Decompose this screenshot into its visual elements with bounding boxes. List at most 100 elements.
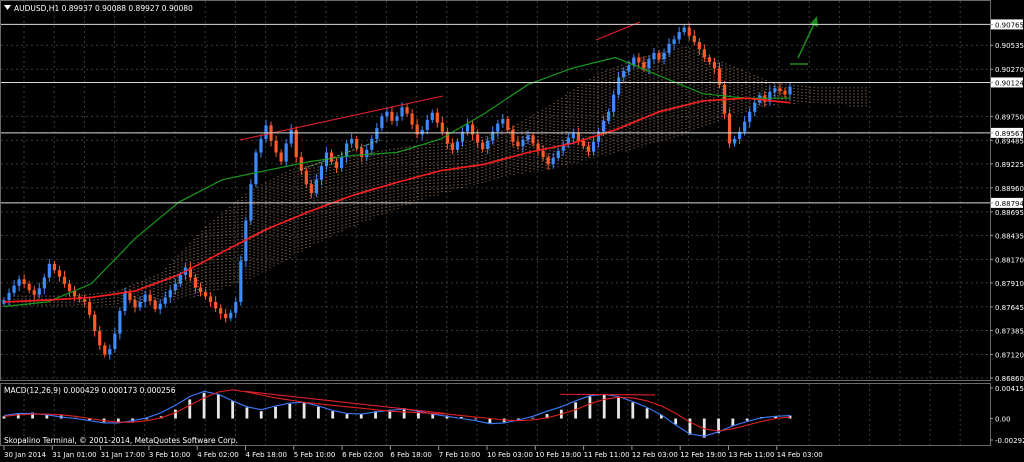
macd-panel-frame: [0, 383, 991, 446]
time-tick-label: 4 Feb 18:00: [246, 451, 287, 459]
candle-body: [98, 330, 102, 346]
time-tick-label: 6 Feb 18:00: [390, 451, 431, 459]
candle-body: [546, 157, 550, 165]
macd-histogram-bar: [174, 409, 177, 419]
candle-body: [309, 184, 313, 194]
candle-body: [128, 292, 132, 301]
candle-body: [506, 119, 510, 130]
candle-body: [481, 142, 485, 149]
candle-body: [17, 279, 21, 286]
candle-body: [496, 123, 500, 132]
candle-body: [788, 86, 792, 95]
candle-body: [289, 129, 293, 144]
macd-histogram-bar: [602, 394, 606, 419]
candle-body: [556, 150, 560, 158]
candle-body: [103, 345, 107, 355]
candle-body: [339, 157, 344, 168]
candle-body: [249, 184, 253, 221]
candle-body: [12, 285, 16, 293]
symbol-dropdown-icon[interactable]: [4, 5, 11, 10]
candle-body: [627, 65, 631, 72]
candle-body: [612, 94, 616, 112]
candle-body: [501, 119, 505, 124]
price-panel-frame: [0, 0, 991, 381]
candle-body: [208, 296, 213, 302]
candle-body: [239, 261, 243, 302]
candle-body: [596, 131, 601, 142]
candle-body: [133, 300, 137, 308]
macd-histogram-bar: [45, 414, 49, 419]
candle-body: [294, 129, 298, 158]
candle-body: [370, 138, 374, 150]
candle-body: [395, 116, 399, 121]
candle-body: [727, 113, 732, 144]
time-tick-label: 3 Feb 10:00: [149, 451, 190, 459]
candle-body: [476, 134, 480, 143]
symbol-info: AUDUSD,H1 0.89937 0.90088 0.89927 0.9008…: [14, 4, 193, 13]
price-tag-bg: [991, 77, 1023, 88]
candle-body: [380, 116, 384, 129]
candle-body: [420, 129, 424, 135]
macd-histogram-bar: [359, 414, 363, 419]
candle-body: [551, 157, 555, 165]
macd-histogram-bar: [474, 418, 477, 420]
macd-histogram-bar: [402, 408, 406, 419]
candle-body: [677, 32, 681, 40]
candle-body: [455, 141, 460, 150]
macd-histogram-bar: [88, 418, 92, 420]
macd-histogram-bar: [245, 407, 249, 419]
candle-body: [601, 120, 606, 132]
price-tick-label: 0.90535: [995, 42, 1024, 50]
candle-body: [168, 290, 172, 298]
price-tick-label: 0.87385: [995, 327, 1024, 335]
candle-body: [581, 140, 586, 147]
macd-label: MACD(12,26,9) 0.000429 0.000173 0.000256: [4, 386, 176, 395]
macd-histogram-bar: [517, 418, 520, 420]
macd-histogram-bar: [345, 414, 349, 419]
time-tick-label: 10 Feb 19:00: [535, 451, 581, 459]
macd-indicator: [2, 389, 792, 438]
horizontal-levels[interactable]: [1, 23, 990, 204]
candle-body: [193, 277, 198, 288]
candle-body: [113, 333, 117, 350]
moving-averages: [3, 56, 791, 308]
macd-histogram-bar: [774, 416, 778, 419]
candle-body: [229, 312, 233, 319]
candle-body: [108, 349, 112, 355]
macd-histogram-bar: [288, 403, 292, 419]
macd-histogram-bar: [674, 418, 678, 425]
candle-body: [672, 39, 676, 44]
candle-body: [748, 111, 752, 122]
candle-body: [531, 135, 535, 144]
candle-body: [319, 166, 324, 180]
candle-body: [692, 35, 696, 43]
candle-body: [712, 61, 717, 69]
ma-slow-line: [3, 56, 790, 308]
price-axis: 0.90765 0.90535 0.90270 0.90124 0.89750 0.895…: [990, 19, 1024, 383]
macd-histogram-bar: [459, 417, 463, 419]
macd-tick-label: -0.00292: [995, 437, 1024, 445]
price-tick-label: 0.89485: [995, 137, 1024, 145]
candle-body: [773, 88, 777, 92]
candle-body: [7, 292, 11, 301]
macd-histogram-bar: [574, 402, 578, 419]
macd-tick-label: 0.00: [995, 416, 1011, 424]
price-tick-label: 0.89225: [995, 161, 1024, 169]
candle-body: [390, 111, 394, 121]
candle-body: [697, 42, 701, 50]
macd-histogram-bar: [131, 418, 135, 422]
candle-body: [334, 161, 339, 168]
trendline: [595, 21, 641, 41]
candle-body: [259, 138, 263, 153]
candle-body: [57, 270, 62, 277]
time-tick-label: 30 Jan 2014: [4, 451, 47, 459]
macd-histogram-bar: [731, 418, 735, 426]
macd-histogram-bar: [274, 406, 277, 419]
price-tag-bg: [991, 127, 1023, 138]
candle-body: [738, 131, 742, 139]
time-tick-label: 31 Jan 17:00: [101, 451, 145, 459]
price-candles: [2, 23, 792, 360]
candle-body: [732, 138, 737, 144]
macd-histogram-bar: [445, 415, 449, 419]
macd-histogram-bar: [617, 397, 620, 419]
